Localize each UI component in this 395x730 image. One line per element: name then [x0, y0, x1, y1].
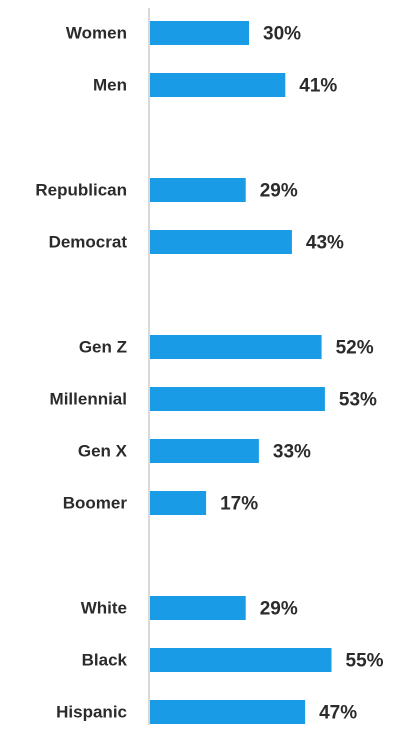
value-label-gen-x: 33% — [273, 442, 311, 463]
value-label-republican: 29% — [260, 181, 298, 202]
bars-group — [150, 21, 332, 724]
value-label-hispanic: 47% — [319, 703, 357, 724]
value-label-millennial: 53% — [339, 390, 377, 411]
category-label-black: Black — [82, 651, 128, 670]
category-label-democrat: Democrat — [49, 233, 128, 252]
category-label-boomer: Boomer — [63, 494, 128, 513]
value-label-democrat: 43% — [306, 233, 344, 254]
bar-boomer — [150, 491, 207, 515]
value-label-women: 30% — [263, 24, 301, 45]
category-label-white: White — [81, 599, 127, 618]
bar-democrat — [150, 230, 292, 254]
bar-hispanic — [150, 700, 306, 724]
bar-gen-x — [150, 439, 259, 463]
category-label-millennial: Millennial — [50, 390, 127, 409]
category-label-women: Women — [66, 24, 127, 43]
category-label-hispanic: Hispanic — [56, 703, 127, 722]
bar-gen-z — [150, 335, 322, 359]
value-label-white: 29% — [260, 599, 298, 620]
bar-black — [150, 648, 332, 672]
category-label-republican: Republican — [35, 181, 127, 200]
value-label-black: 55% — [346, 651, 384, 672]
bar-men — [150, 73, 286, 97]
value-labels-group: 30% 41% 29% 43% 52% 53% 33% 17% 29% 55% 47% — [220, 24, 384, 724]
bar-white — [150, 596, 246, 620]
category-labels-group: Women Men Republican Democrat Gen Z Millennia… — [35, 24, 127, 722]
bar-millennial — [150, 387, 325, 411]
bar-republican — [150, 178, 246, 202]
value-label-boomer: 17% — [220, 494, 258, 515]
category-label-men: Men — [93, 76, 127, 95]
value-label-gen-z: 52% — [336, 338, 374, 359]
category-label-gen-x: Gen X — [78, 442, 128, 461]
category-label-gen-z: Gen Z — [79, 338, 127, 357]
value-label-men: 41% — [299, 76, 337, 97]
bar-women — [150, 21, 249, 45]
